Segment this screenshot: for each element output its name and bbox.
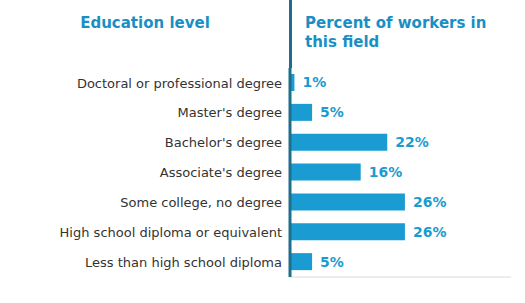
svg-text:High school diploma or equival: High school diploma or equivalent	[60, 225, 282, 240]
svg-text:5%: 5%	[320, 104, 344, 120]
svg-text:1%: 1%	[302, 74, 326, 90]
svg-text:22%: 22%	[395, 134, 429, 150]
svg-text:Less than high school diploma: Less than high school diploma	[85, 255, 282, 270]
svg-text:5%: 5%	[320, 254, 344, 270]
svg-text:26%: 26%	[413, 224, 447, 240]
svg-text:Some college, no degree: Some college, no degree	[120, 195, 282, 210]
svg-text:16%: 16%	[369, 164, 403, 180]
html-text:Education level: Education level	[80, 14, 210, 32]
html-text:Percent of workers in this fie: Percent of workers in this field	[305, 14, 487, 51]
svg-text:Associate's degree: Associate's degree	[160, 165, 282, 180]
svg-text:Master's degree: Master's degree	[178, 105, 282, 120]
svg-text:Doctoral or professional degre: Doctoral or professional degree	[77, 76, 282, 91]
svg-text:26%: 26%	[413, 194, 447, 210]
svg-text:Bachelor's degree: Bachelor's degree	[165, 135, 282, 150]
